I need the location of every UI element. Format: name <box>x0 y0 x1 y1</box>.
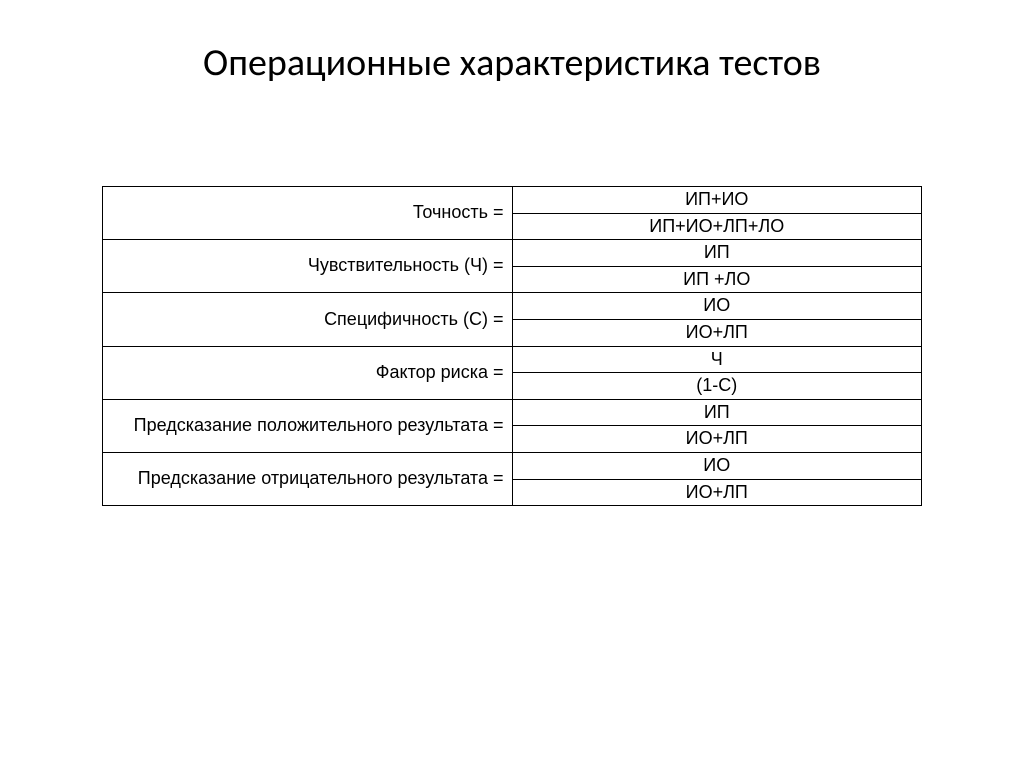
row-denominator: ИО+ЛП <box>512 426 922 453</box>
characteristics-table: Точность = ИП+ИО ИП+ИО+ЛП+ЛО Чувствитель… <box>102 186 922 506</box>
slide: Операционные характеристика тестов Точно… <box>0 0 1024 767</box>
table-row: Точность = ИП+ИО <box>103 187 922 214</box>
row-numerator: Ч <box>512 346 922 373</box>
table-row: Чувствительность (Ч) = ИП <box>103 240 922 267</box>
row-label: Специфичность (С) = <box>103 293 513 346</box>
row-denominator: ИО+ЛП <box>512 479 922 506</box>
row-denominator: ИП +ЛО <box>512 266 922 293</box>
row-numerator: ИП <box>512 399 922 426</box>
slide-title: Операционные характеристика тестов <box>0 0 1024 96</box>
table-row: Специфичность (С) = ИО <box>103 293 922 320</box>
row-label: Точность = <box>103 187 513 240</box>
row-numerator: ИП+ИО <box>512 187 922 214</box>
row-label: Фактор риска = <box>103 346 513 399</box>
row-denominator: ИО+ЛП <box>512 319 922 346</box>
row-numerator: ИО <box>512 293 922 320</box>
row-numerator: ИП <box>512 240 922 267</box>
row-label: Предсказание отрицательного результата = <box>103 452 513 505</box>
row-denominator: ИП+ИО+ЛП+ЛО <box>512 213 922 240</box>
row-numerator: ИО <box>512 452 922 479</box>
characteristics-table-wrap: Точность = ИП+ИО ИП+ИО+ЛП+ЛО Чувствитель… <box>102 186 922 506</box>
row-label: Чувствительность (Ч) = <box>103 240 513 293</box>
row-label: Предсказание положительного результата = <box>103 399 513 452</box>
table-row: Фактор риска = Ч <box>103 346 922 373</box>
table-row: Предсказание отрицательного результата =… <box>103 452 922 479</box>
row-denominator: (1-С) <box>512 373 922 400</box>
table-row: Предсказание положительного результата =… <box>103 399 922 426</box>
